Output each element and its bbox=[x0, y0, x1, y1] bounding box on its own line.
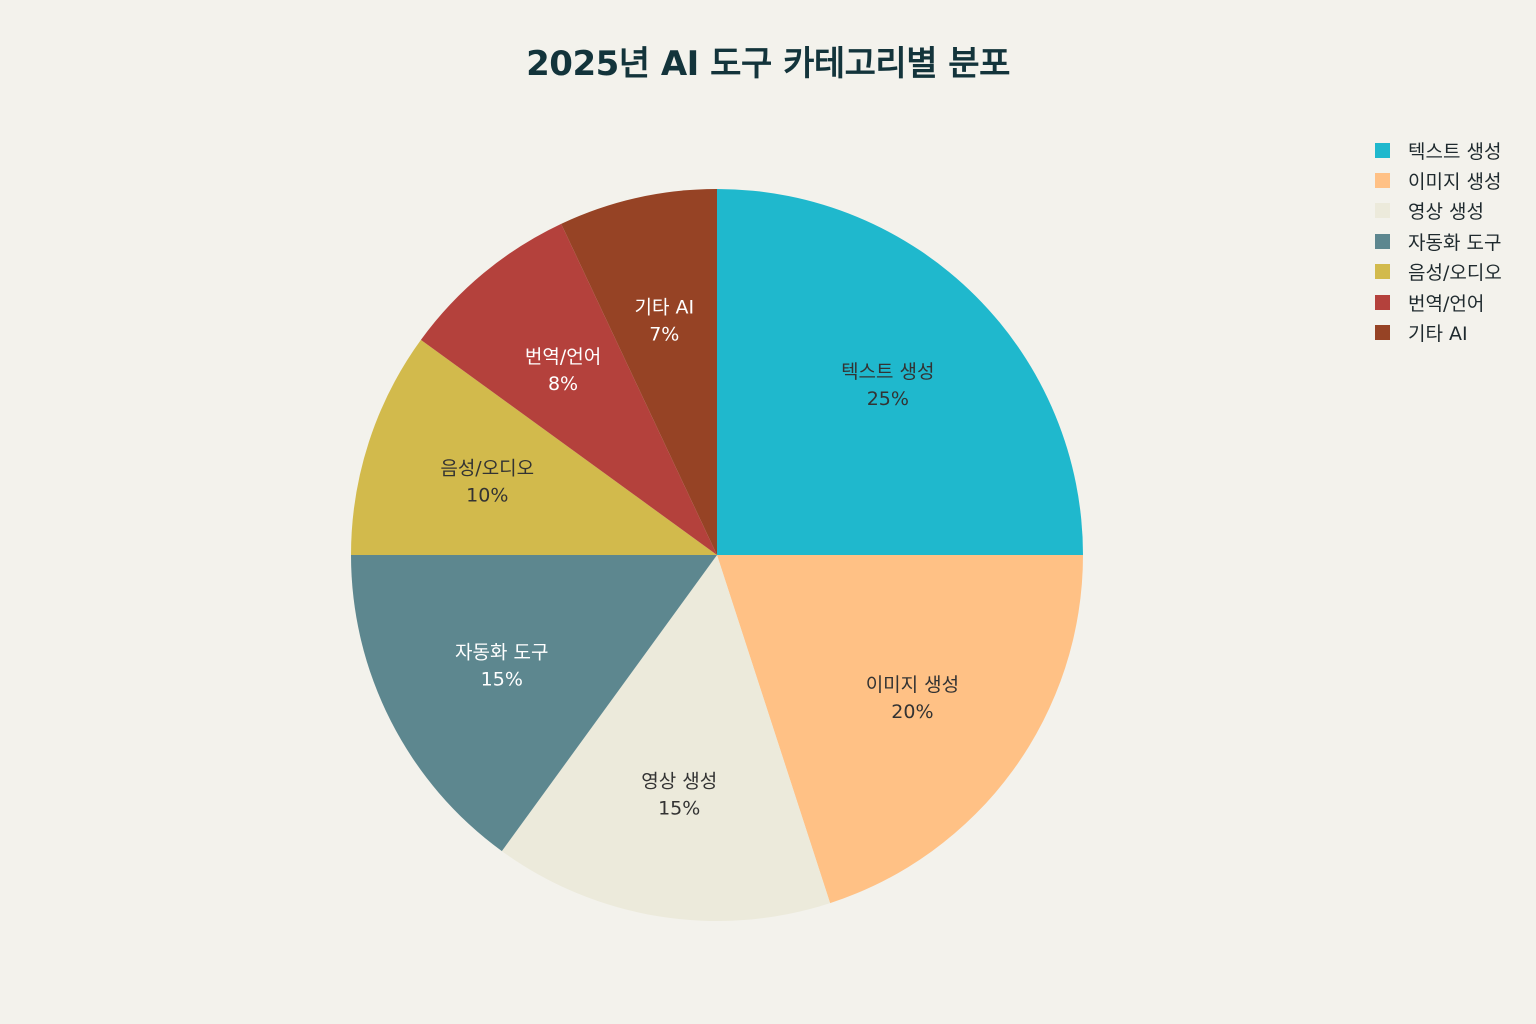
legend-swatch bbox=[1375, 294, 1390, 310]
slice-value-label: 10% bbox=[466, 484, 508, 506]
legend-label: 음성/오디오 bbox=[1408, 262, 1502, 285]
legend-swatch bbox=[1375, 264, 1390, 280]
legend-label: 영상 생성 bbox=[1408, 201, 1484, 224]
pie-slice-영상-생성 bbox=[501, 555, 831, 921]
pie-slice-자동화-도구 bbox=[351, 555, 717, 852]
legend-swatch bbox=[1375, 233, 1390, 249]
pie-slice-번역-언어 bbox=[420, 223, 717, 555]
pie-slice-텍스트-생성 bbox=[717, 189, 1083, 555]
legend-item[interactable]: 번역/언어 bbox=[1375, 287, 1525, 317]
pie-slice-음성-오디오 bbox=[351, 339, 717, 555]
legend-item[interactable]: 음성/오디오 bbox=[1375, 257, 1525, 287]
slice-label: 이미지 생성 bbox=[866, 674, 959, 696]
slice-value-label: 15% bbox=[481, 669, 523, 691]
legend-swatch bbox=[1375, 203, 1390, 219]
slice-label: 텍스트 생성 bbox=[841, 361, 934, 383]
legend-label: 기타 AI bbox=[1408, 323, 1468, 346]
slice-value-label: 15% bbox=[658, 798, 700, 820]
slice-value-label: 7% bbox=[649, 323, 679, 345]
slice-label: 영상 생성 bbox=[641, 771, 717, 793]
slice-value-label: 20% bbox=[891, 701, 933, 723]
slice-label: 번역/언어 bbox=[525, 346, 601, 368]
legend-swatch bbox=[1375, 142, 1390, 158]
slice-label: 기타 AI bbox=[635, 296, 695, 318]
chart-title: 2025년 AI 도구 카테고리별 분포 bbox=[526, 44, 1010, 84]
legend-label: 텍스트 생성 bbox=[1408, 140, 1502, 163]
slice-label: 자동화 도구 bbox=[455, 642, 548, 664]
slice-value-label: 8% bbox=[548, 373, 578, 395]
legend-item[interactable]: 이미지 생성 bbox=[1375, 165, 1525, 195]
legend-label: 번역/언어 bbox=[1408, 292, 1485, 315]
pie-slice-이미지-생성 bbox=[717, 555, 1083, 904]
legend-swatch bbox=[1375, 325, 1390, 341]
legend-label: 이미지 생성 bbox=[1408, 171, 1502, 194]
legend-item[interactable]: 텍스트 생성 bbox=[1375, 135, 1525, 165]
slice-value-label: 25% bbox=[867, 388, 909, 410]
legend-item[interactable]: 영상 생성 bbox=[1375, 196, 1525, 226]
legend-item[interactable]: 자동화 도구 bbox=[1375, 226, 1525, 256]
legend-item[interactable]: 기타 AI bbox=[1375, 317, 1525, 347]
pie-slice-기타-AI bbox=[561, 189, 717, 555]
slice-label: 음성/오디오 bbox=[440, 457, 534, 479]
legend-label: 자동화 도구 bbox=[1408, 231, 1502, 254]
legend-swatch bbox=[1375, 173, 1390, 189]
